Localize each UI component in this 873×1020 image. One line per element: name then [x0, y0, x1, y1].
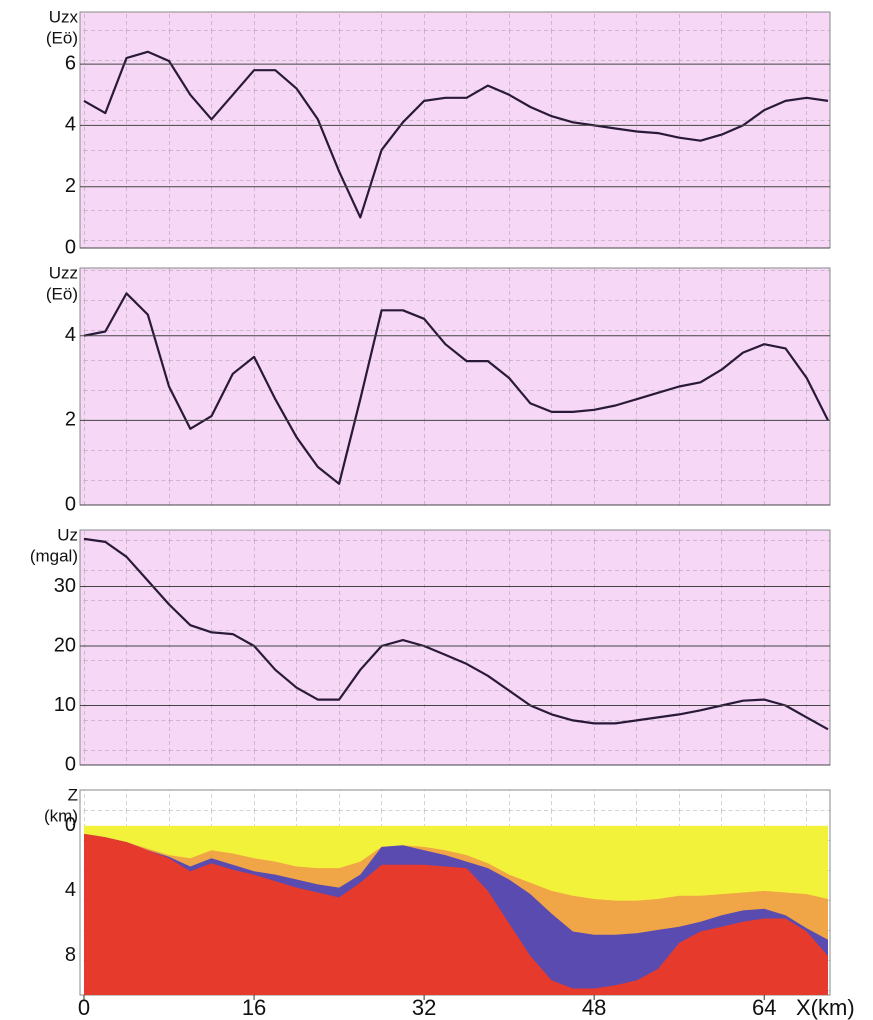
- y-axis-label: Z: [68, 785, 78, 804]
- y-axis-label: Uzx: [49, 7, 79, 26]
- x-tick-label: 0: [78, 995, 90, 1020]
- y-tick-label: 0: [65, 814, 76, 836]
- y-tick-label: 4: [65, 114, 76, 136]
- x-tick-label: 32: [412, 995, 436, 1020]
- grid-pattern: [80, 530, 830, 765]
- y-axis-label: Uz: [57, 525, 78, 544]
- y-tick-label: 2: [65, 175, 76, 197]
- y-tick-label: 8: [65, 944, 76, 966]
- x-tick-label: 16: [242, 995, 266, 1020]
- y-axis-label: (mgal): [30, 546, 78, 565]
- y-tick-label: 20: [54, 634, 76, 656]
- y-tick-label: 6: [65, 52, 76, 74]
- data-line: [83, 50, 829, 219]
- y-axis-label: (km): [44, 806, 78, 825]
- x-tick-label: 48: [582, 995, 606, 1020]
- y-axis-label: Uzz: [49, 263, 78, 282]
- data-line: [83, 537, 829, 731]
- y-tick-label: 30: [54, 575, 76, 597]
- y-tick-label: 10: [54, 694, 76, 716]
- layer-area: [84, 833, 828, 995]
- y-tick-label: 4: [65, 879, 76, 901]
- y-tick-label: 2: [65, 409, 76, 431]
- y-tick-label: 4: [65, 324, 76, 346]
- x-tick-label: 64: [752, 995, 776, 1020]
- y-axis-label: (Eö): [46, 284, 78, 303]
- y-axis-label: (Eö): [46, 28, 78, 47]
- grid-pattern: [80, 268, 830, 505]
- data-line: [83, 292, 829, 485]
- x-axis-label: X(km): [796, 995, 855, 1020]
- y-tick-label: 0: [65, 753, 76, 775]
- y-tick-label: 0: [65, 493, 76, 515]
- y-tick-label: 0: [65, 236, 76, 258]
- grid-pattern: [80, 12, 830, 248]
